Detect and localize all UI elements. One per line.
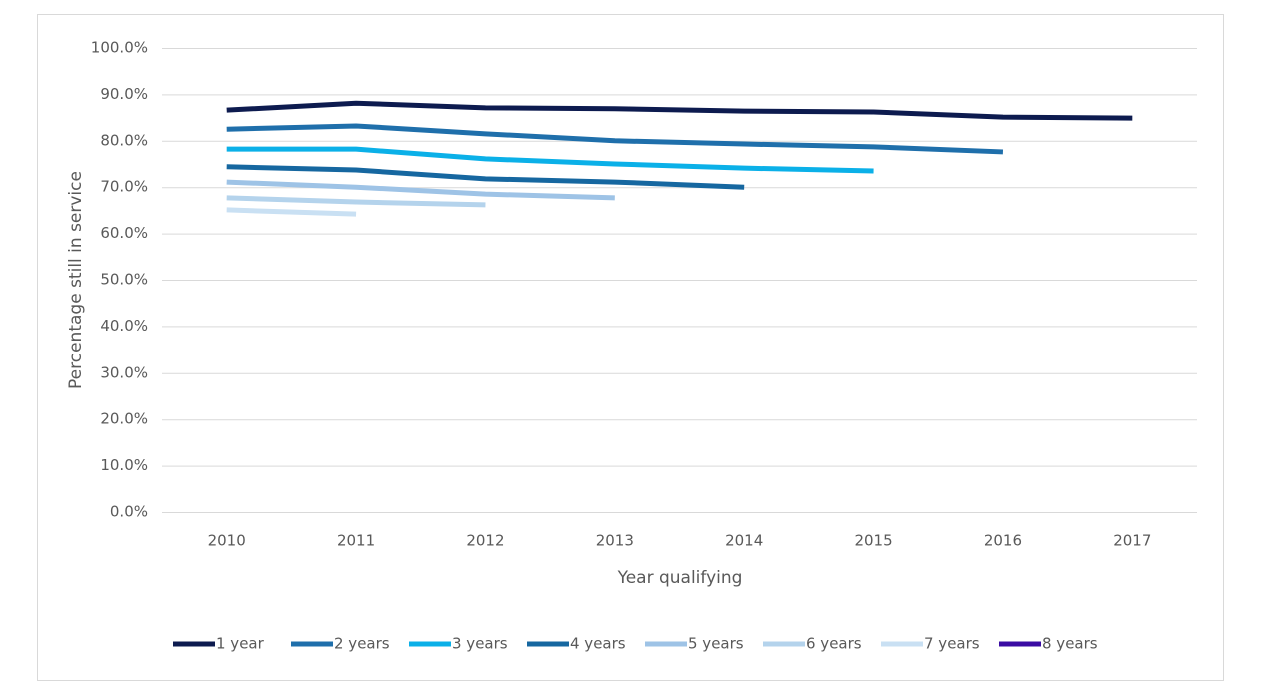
series-line [226,164,745,190]
series-line [226,100,1133,121]
x-tick-label: 2014 [725,532,763,550]
y-tick-label: 20.0% [100,410,148,428]
y-axis-title: Percentage still in service [66,171,86,389]
x-tick-label: 2012 [466,532,504,550]
y-tick-label: 60.0% [100,224,148,242]
y-tick-label: 10.0% [100,456,148,474]
y-tick-label: 100.0% [91,39,148,57]
x-tick-label: 2015 [854,532,892,550]
chart-frame [37,14,1224,681]
x-tick-label: 2017 [1113,532,1151,550]
y-tick-label: 50.0% [100,271,148,289]
legend-label: 6 years [806,635,862,653]
series-line [226,146,874,174]
legend-label: 4 years [570,635,626,653]
x-tick-label: 2010 [208,532,246,550]
y-tick-label: 0.0% [110,503,148,521]
x-tick-label: 2013 [596,532,634,550]
series-line [226,179,615,201]
legend-label: 1 year [216,635,265,653]
y-tick-label: 90.0% [100,85,148,103]
series-line [226,123,1004,155]
legend-label: 2 years [334,635,390,653]
y-tick-label: 40.0% [100,317,148,335]
x-axis-title: Year qualifying [617,568,743,588]
legend-label: 3 years [452,635,508,653]
series-line [226,195,486,208]
series-line [226,207,357,217]
legend-label: 7 years [924,635,980,653]
x-tick-label: 2011 [337,532,375,550]
y-tick-label: 30.0% [100,363,148,381]
y-tick-label: 80.0% [100,131,148,149]
y-tick-label: 70.0% [100,178,148,196]
legend-label: 8 years [1042,635,1098,653]
legend-label: 5 years [688,635,744,653]
x-tick-label: 2016 [984,532,1022,550]
